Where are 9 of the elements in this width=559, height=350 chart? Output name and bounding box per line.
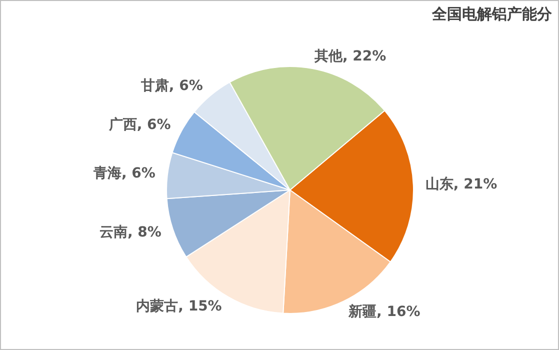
slice-label: 新疆, 16%: [348, 302, 420, 320]
slice-label: 其他, 22%: [313, 48, 386, 64]
slice-label: 云南, 8%: [99, 224, 162, 240]
slice-label: 广西, 6%: [108, 116, 171, 134]
chart-title: 全国电解铝产能分: [432, 5, 552, 24]
slice-label: 山东, 21%: [425, 175, 498, 192]
slice-label: 甘肃, 6%: [140, 78, 203, 94]
slice-label: 内蒙古, 15%: [136, 298, 222, 315]
slice-label: 青海, 6%: [92, 166, 156, 182]
